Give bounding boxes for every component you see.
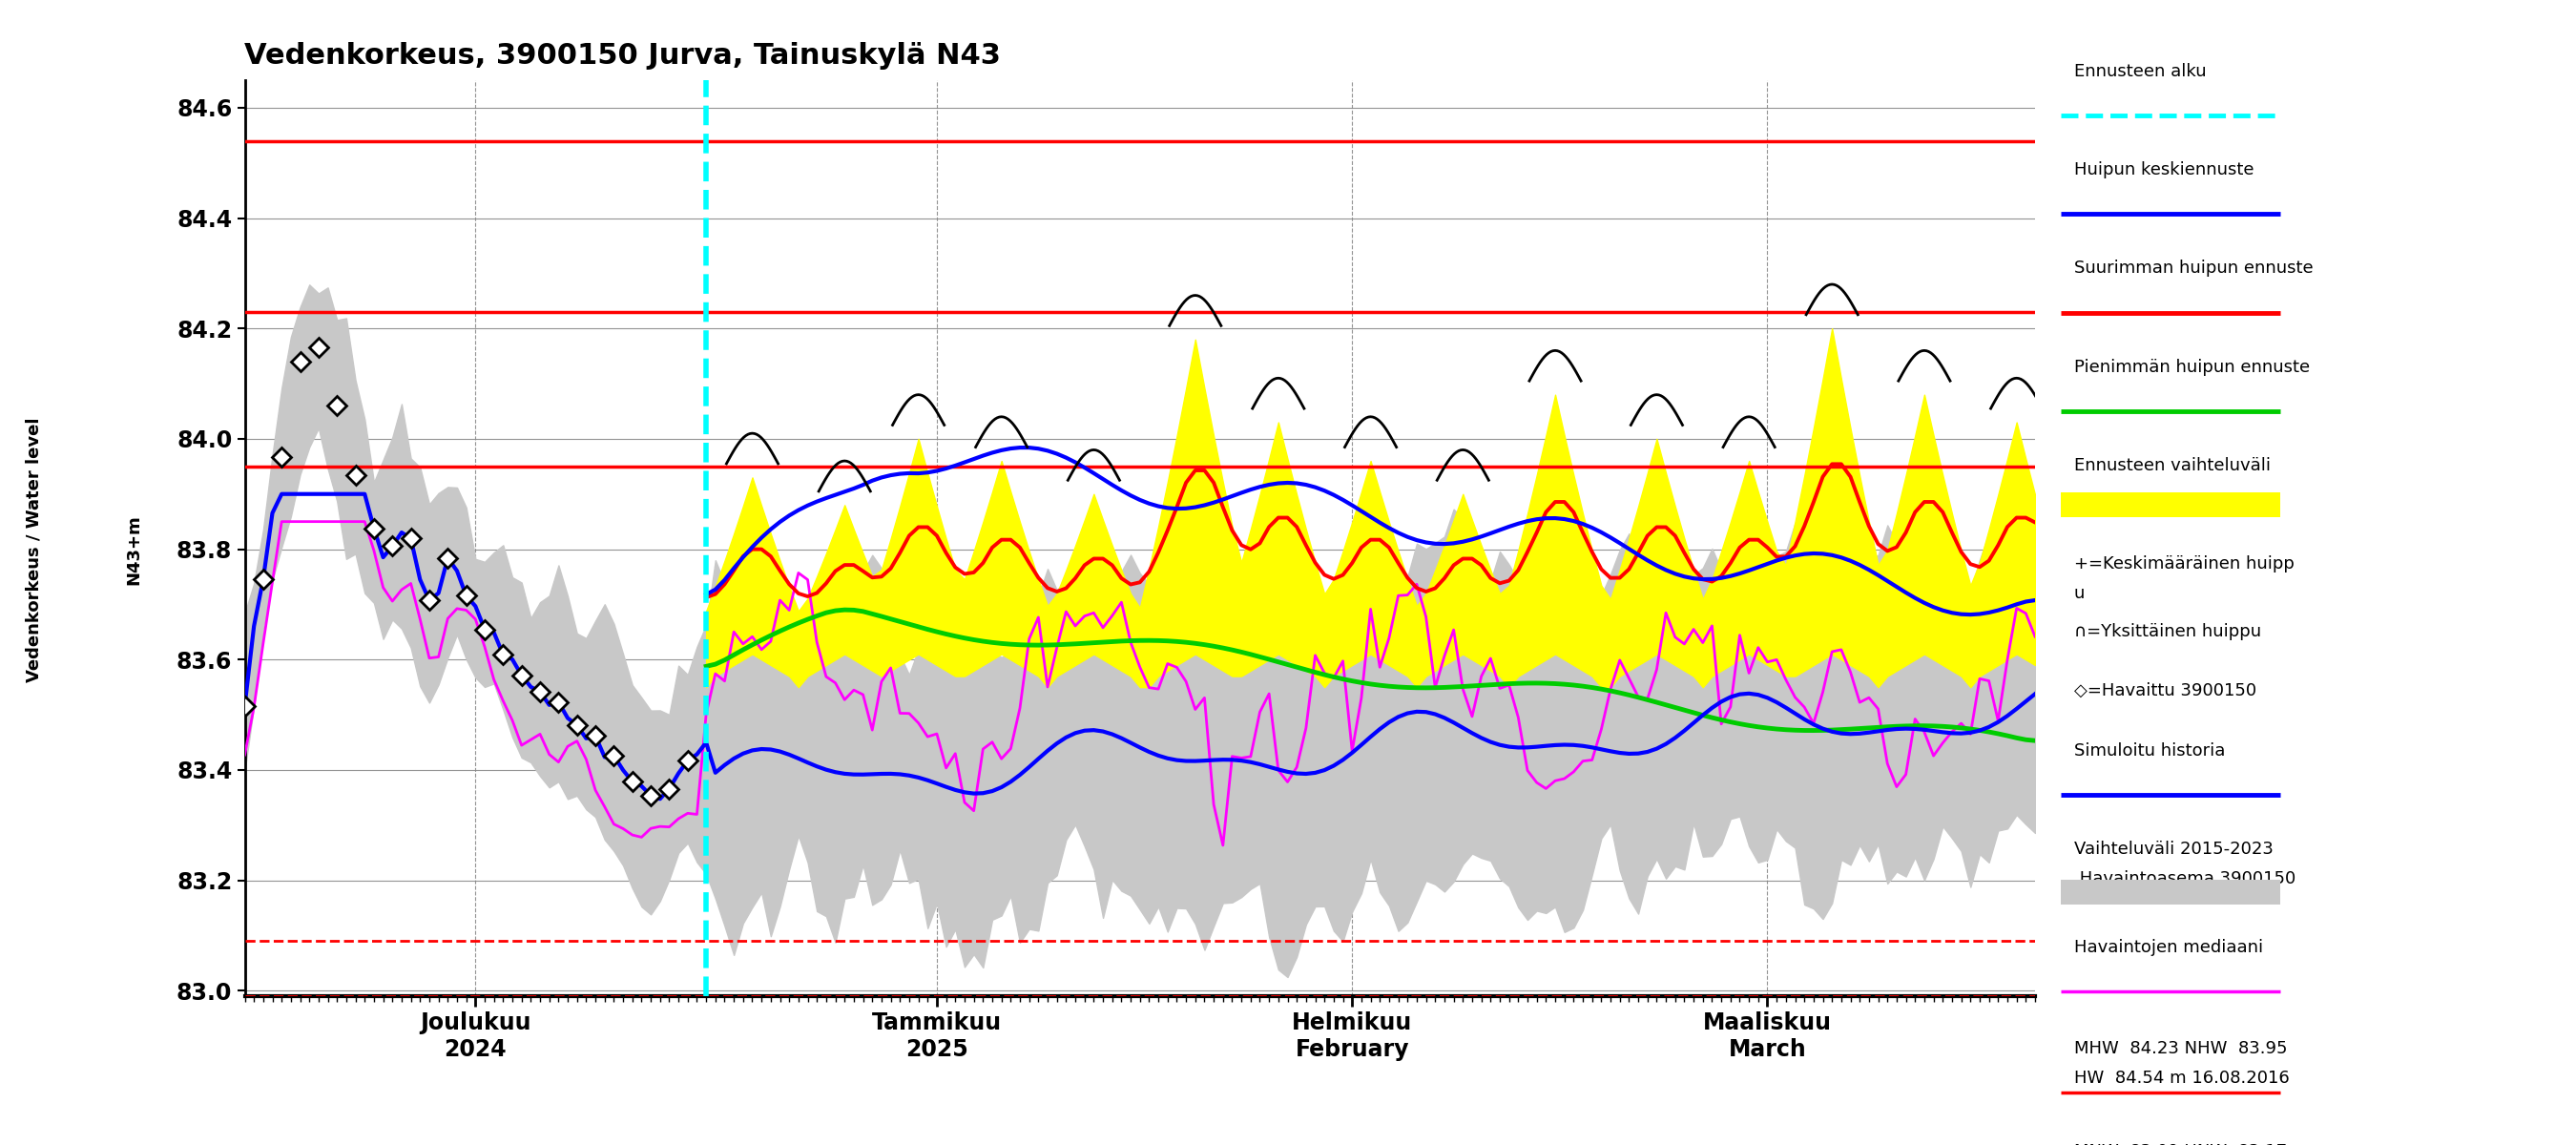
Text: N43+m: N43+m xyxy=(126,514,142,585)
Text: Vedenkorkeus, 3900150 Jurva, Tainuskylä N43: Vedenkorkeus, 3900150 Jurva, Tainuskylä … xyxy=(245,42,1002,70)
Text: Ennusteen vaihteluväli: Ennusteen vaihteluväli xyxy=(2074,457,2269,474)
Text: HW  84.54 m 16.08.2016: HW 84.54 m 16.08.2016 xyxy=(2074,1069,2290,1087)
Text: MHW  84.23 NHW  83.95: MHW 84.23 NHW 83.95 xyxy=(2074,1040,2287,1057)
Text: Pienimmän huipun ennuste: Pienimmän huipun ennuste xyxy=(2074,358,2311,376)
Text: Havaintojen mediaani: Havaintojen mediaani xyxy=(2074,939,2262,956)
Text: Havaintoasema 3900150: Havaintoasema 3900150 xyxy=(2074,870,2295,887)
Text: u: u xyxy=(2074,585,2084,602)
Text: ∩=Yksittäinen huippu: ∩=Yksittäinen huippu xyxy=(2074,623,2262,640)
Text: Suurimman huipun ennuste: Suurimman huipun ennuste xyxy=(2074,260,2313,277)
Text: Simuloitu historia: Simuloitu historia xyxy=(2074,742,2226,759)
Text: Huipun keskiennuste: Huipun keskiennuste xyxy=(2074,161,2254,179)
Text: Vaihteluväli 2015-2023: Vaihteluväli 2015-2023 xyxy=(2074,840,2272,858)
Text: ◇=Havaittu 3900150: ◇=Havaittu 3900150 xyxy=(2074,682,2257,700)
Text: MNW  83.09 HNW  83.17: MNW 83.09 HNW 83.17 xyxy=(2074,1143,2287,1145)
Text: +=Keskimääräinen huipp: +=Keskimääräinen huipp xyxy=(2074,555,2295,572)
Text: Ennusteen alku: Ennusteen alku xyxy=(2074,63,2205,80)
Text: Vedenkorkeus / Water level: Vedenkorkeus / Water level xyxy=(26,417,41,682)
